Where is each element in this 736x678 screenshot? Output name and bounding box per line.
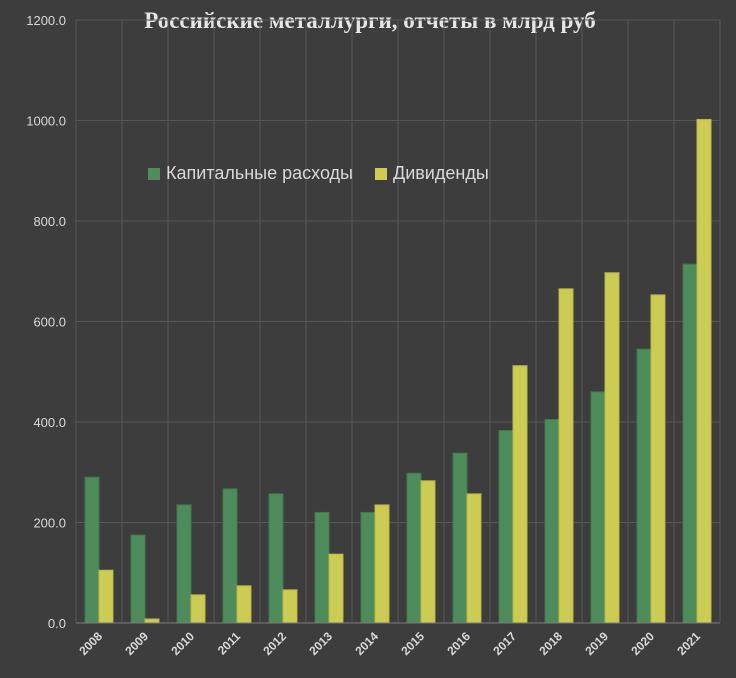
legend-label-dividends: Дивиденды bbox=[393, 163, 489, 183]
bar-capex bbox=[406, 472, 422, 624]
bar-dividends bbox=[512, 365, 528, 624]
bar-capex bbox=[222, 488, 238, 624]
bar-dividends bbox=[650, 294, 666, 624]
x-tick-label: 2013 bbox=[306, 629, 335, 658]
bar-capex bbox=[84, 476, 100, 624]
y-tick-label: 400.0 bbox=[33, 415, 66, 430]
bar-dividends bbox=[144, 618, 160, 624]
bar-capex bbox=[452, 452, 468, 624]
x-tick-label: 2015 bbox=[398, 629, 427, 658]
bar-capex bbox=[268, 493, 284, 624]
x-tick-label: 2009 bbox=[122, 629, 151, 658]
bar-dividends bbox=[282, 589, 298, 624]
legend-swatch-dividends bbox=[375, 167, 387, 180]
x-tick-label: 2021 bbox=[674, 629, 703, 658]
bar-dividends bbox=[98, 569, 114, 624]
bar-capex bbox=[682, 263, 698, 624]
x-tick-label: 2011 bbox=[215, 629, 244, 658]
bar-capex bbox=[130, 534, 146, 624]
bar-dividends bbox=[374, 504, 390, 624]
x-tick-label: 2012 bbox=[260, 629, 289, 658]
x-tick-label: 2018 bbox=[536, 629, 565, 658]
bar-dividends bbox=[420, 480, 436, 624]
bar-dividends bbox=[236, 585, 252, 624]
legend-item-capex: Капитальные расходы bbox=[148, 163, 353, 184]
x-tick-label: 2016 bbox=[444, 629, 473, 658]
y-tick-label: 800.0 bbox=[33, 214, 66, 229]
bar-capex bbox=[176, 504, 192, 624]
legend-label-capex: Капитальные расходы bbox=[166, 163, 353, 183]
bar-capex bbox=[314, 511, 330, 624]
y-tick-label: 600.0 bbox=[33, 315, 66, 330]
legend-item-dividends: Дивиденды bbox=[375, 163, 489, 184]
y-tick-label: 1000.0 bbox=[26, 114, 66, 129]
bar-dividends bbox=[558, 288, 574, 624]
x-tick-label: 2010 bbox=[168, 629, 197, 658]
bar-dividends bbox=[466, 493, 482, 624]
legend: Капитальные расходы Дивиденды bbox=[148, 163, 489, 184]
bar-dividends bbox=[696, 118, 712, 624]
x-tick-label: 2008 bbox=[76, 629, 105, 658]
bar-dividends bbox=[190, 594, 206, 624]
bar-capex bbox=[636, 348, 652, 624]
bar-capex bbox=[590, 391, 606, 624]
x-tick-label: 2014 bbox=[352, 629, 381, 658]
y-tick-label: 0.0 bbox=[48, 616, 66, 631]
legend-swatch-capex bbox=[148, 167, 160, 180]
bar-dividends bbox=[604, 272, 620, 624]
bar-capex bbox=[498, 430, 514, 624]
y-tick-label: 200.0 bbox=[33, 516, 66, 531]
bar-dividends bbox=[328, 553, 344, 624]
x-tick-label: 2020 bbox=[628, 629, 657, 658]
y-tick-label: 1200.0 bbox=[26, 13, 66, 28]
x-tick-label: 2019 bbox=[582, 629, 611, 658]
x-tick-label: 2017 bbox=[490, 629, 519, 658]
bar-capex bbox=[544, 418, 560, 624]
bar-capex bbox=[360, 511, 376, 624]
